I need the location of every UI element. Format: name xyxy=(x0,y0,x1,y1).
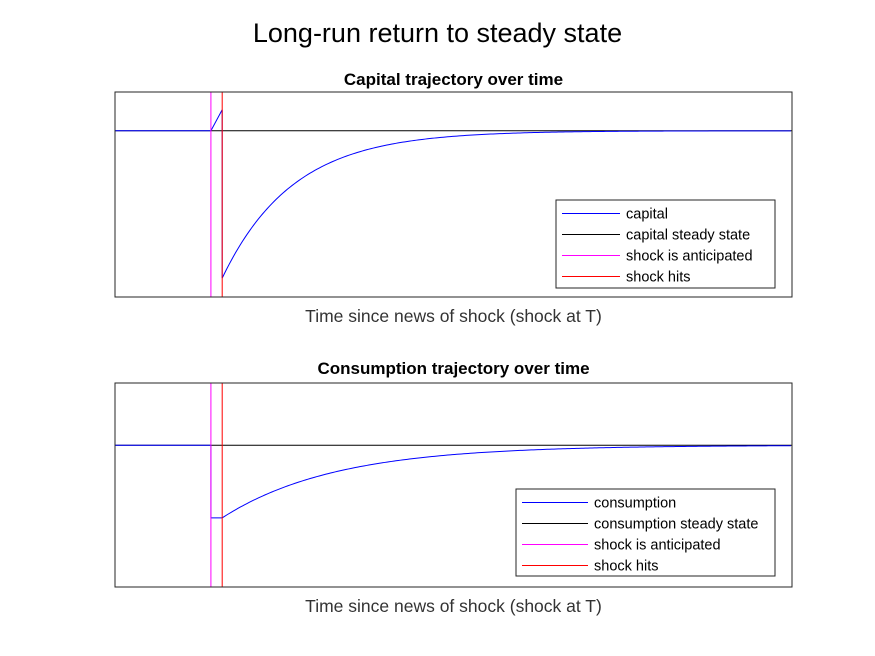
capital-chart-title: Capital trajectory over time xyxy=(343,70,564,89)
capital-trajectory-line xyxy=(115,109,791,279)
consumption-chart-xlabel: Time since news of shock (shock at T) xyxy=(305,596,602,616)
consumption-legend-label-1: consumption steady state xyxy=(594,517,758,533)
consumption-legend-box xyxy=(515,488,776,577)
consumption-chart-title: Consumption trajectory over time xyxy=(317,359,590,378)
capital-axes-box xyxy=(114,91,793,298)
consumption-legend: consumption consumption steady state shock… xyxy=(515,488,776,577)
capital-legend-box xyxy=(555,199,776,289)
capital-chart-xlabel: Time since news of shock (shock at T) xyxy=(305,306,602,326)
consumption-axes-box xyxy=(114,382,793,588)
capital-legend-label-0: capital xyxy=(626,207,668,223)
consumption-legend-label-0: consumption xyxy=(594,496,676,512)
capital-legend-label-3: shock hits xyxy=(626,270,690,286)
consumption-trajectory-line xyxy=(115,444,791,519)
capital-legend-label-2: shock is anticipated xyxy=(626,249,753,265)
consumption-legend-label-2: shock is anticipated xyxy=(594,538,721,554)
consumption-legend-label-3: shock hits xyxy=(594,559,658,575)
capital-legend: capital capital steady state shock is anti… xyxy=(555,199,776,289)
capital-axes: capital capital steady state shock is anti… xyxy=(114,91,793,298)
figure-suptitle: Long-run return to steady state xyxy=(252,18,623,48)
consumption-axes: consumption consumption steady state shock… xyxy=(114,382,793,588)
capital-legend-label-1: capital steady state xyxy=(626,228,750,244)
